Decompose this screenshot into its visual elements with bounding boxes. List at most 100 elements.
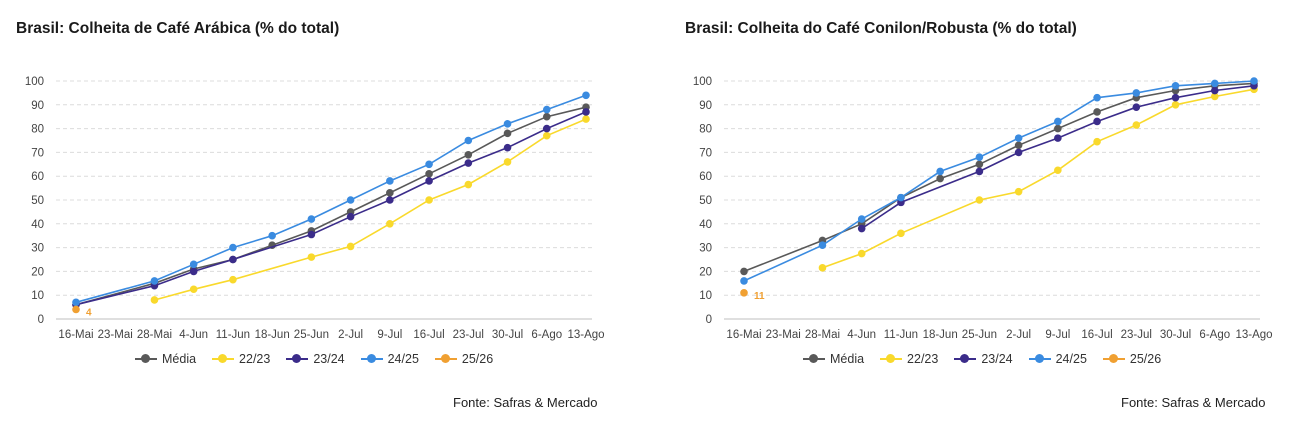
data-point: [1054, 166, 1062, 175]
legend-marker: [1028, 352, 1051, 366]
y-tick-label: 30: [31, 243, 44, 255]
y-tick-label: 80: [699, 124, 712, 136]
legend-label: 25/26: [1129, 352, 1162, 366]
x-tick-label: 2-Jul: [338, 329, 363, 341]
legend-item: 25/26: [434, 352, 493, 366]
y-tick-label: 90: [699, 100, 712, 112]
data-point: [503, 143, 512, 152]
x-tick-label: 23-Jul: [453, 329, 484, 341]
y-tick-label: 40: [31, 219, 44, 231]
y-tick-label: 60: [31, 171, 44, 183]
x-tick-label: 9-Jul: [377, 329, 402, 341]
data-point: [1171, 81, 1180, 90]
y-tick-label: 10: [31, 290, 44, 302]
legend-item: 23/24: [954, 352, 1013, 366]
x-tick-label: 30-Jul: [492, 329, 523, 341]
data-point: [857, 249, 866, 258]
data-point: [740, 267, 748, 276]
data-point: [582, 108, 590, 116]
x-tick-label: 23-Mai: [98, 329, 133, 341]
series-line-2: [822, 88, 1255, 269]
data-point: [542, 112, 551, 121]
y-tick-label: 50: [699, 195, 712, 207]
legend-item: Média: [803, 352, 864, 366]
data-point: [425, 160, 433, 169]
series-line-3: [75, 111, 587, 306]
data-point: [307, 253, 316, 261]
data-point: [1014, 141, 1023, 150]
legend-marker: [803, 352, 825, 366]
legend-marker: [135, 352, 157, 366]
source-note: Fonte: Safras & Mercado: [1121, 395, 1266, 410]
series-line-4: [743, 80, 1255, 282]
data-point: [346, 212, 355, 221]
data-point: [189, 285, 198, 294]
data-point: [1014, 148, 1023, 157]
data-point: [1250, 77, 1258, 85]
legend-item: 22/23: [212, 352, 270, 366]
legend-label: 24/25: [1055, 352, 1087, 366]
data-point: [857, 215, 866, 223]
data-point: [307, 215, 316, 223]
data-point: [1132, 89, 1141, 97]
x-tick-label: 28-Mai: [805, 329, 840, 341]
source-note: Fonte: Safras & Mercado: [453, 395, 598, 410]
data-point: [189, 267, 198, 276]
y-tick-label: 40: [699, 219, 712, 231]
y-tick-label: 70: [31, 147, 44, 159]
data-point: [386, 189, 394, 197]
legend-item: 24/25: [1028, 352, 1087, 366]
legend-marker: [360, 352, 383, 366]
data-point: [1054, 124, 1062, 133]
data-point: [229, 275, 237, 284]
data-point: [1210, 79, 1219, 88]
data-point: [307, 230, 316, 239]
data-point: [818, 241, 827, 250]
x-tick-label: 16-Jul: [413, 329, 444, 341]
x-tick-label: 11-Jun: [216, 329, 250, 341]
y-tick-label: 0: [38, 314, 44, 326]
data-point: [857, 224, 866, 233]
data-point: [503, 120, 512, 128]
data-point: [150, 296, 159, 304]
y-tick-label: 70: [699, 147, 712, 159]
legend-item: Média: [135, 352, 196, 366]
data-point: [1210, 92, 1219, 101]
data-point: [464, 136, 473, 145]
data-point: [1171, 101, 1180, 109]
data-point: [897, 229, 905, 238]
x-tick-label: 4-Jun: [179, 329, 208, 341]
series-line-2: [154, 118, 587, 301]
data-point: [740, 289, 748, 297]
data-point: [72, 305, 80, 314]
data-point: [936, 167, 944, 176]
legend-item: 22/23: [880, 352, 938, 366]
data-point: [975, 160, 984, 169]
legend-label: 24/25: [387, 352, 419, 366]
data-point: [425, 170, 433, 178]
legend-item: 23/24: [286, 352, 345, 366]
x-tick-label: 4-Jun: [847, 329, 876, 341]
data-point: [818, 264, 827, 272]
line-chart-conilon: 0 10 20 30 40 50 60 70 80 90 100 16-Mai 23-Mai 28-Mai…: [693, 76, 1273, 341]
data-label: 11: [754, 291, 765, 302]
legend-marker: [954, 352, 977, 366]
data-point: [542, 131, 551, 140]
series-line-1: [75, 106, 587, 306]
chart-title: Brasil: Colheita do Café Conilon/Robusta…: [685, 20, 1077, 37]
x-tick-label: 13-Ago: [567, 329, 604, 341]
x-tick-label: 18-Jun: [255, 329, 290, 341]
data-point: [386, 220, 394, 228]
legend-marker: [1102, 352, 1125, 366]
legend-item: 24/25: [360, 352, 419, 366]
x-tick-label: 25-Jun: [294, 329, 329, 341]
x-tick-label: 23-Mai: [766, 329, 801, 341]
x-tick-label: 16-Mai: [58, 329, 93, 341]
data-point: [425, 196, 433, 204]
chart-legend: Média 22/23 23/24 24/25 25/26: [803, 352, 1177, 366]
data-point: [1093, 108, 1101, 116]
data-point: [542, 124, 551, 133]
data-point: [346, 196, 355, 204]
data-label: 4: [86, 307, 92, 318]
data-point: [386, 177, 394, 185]
